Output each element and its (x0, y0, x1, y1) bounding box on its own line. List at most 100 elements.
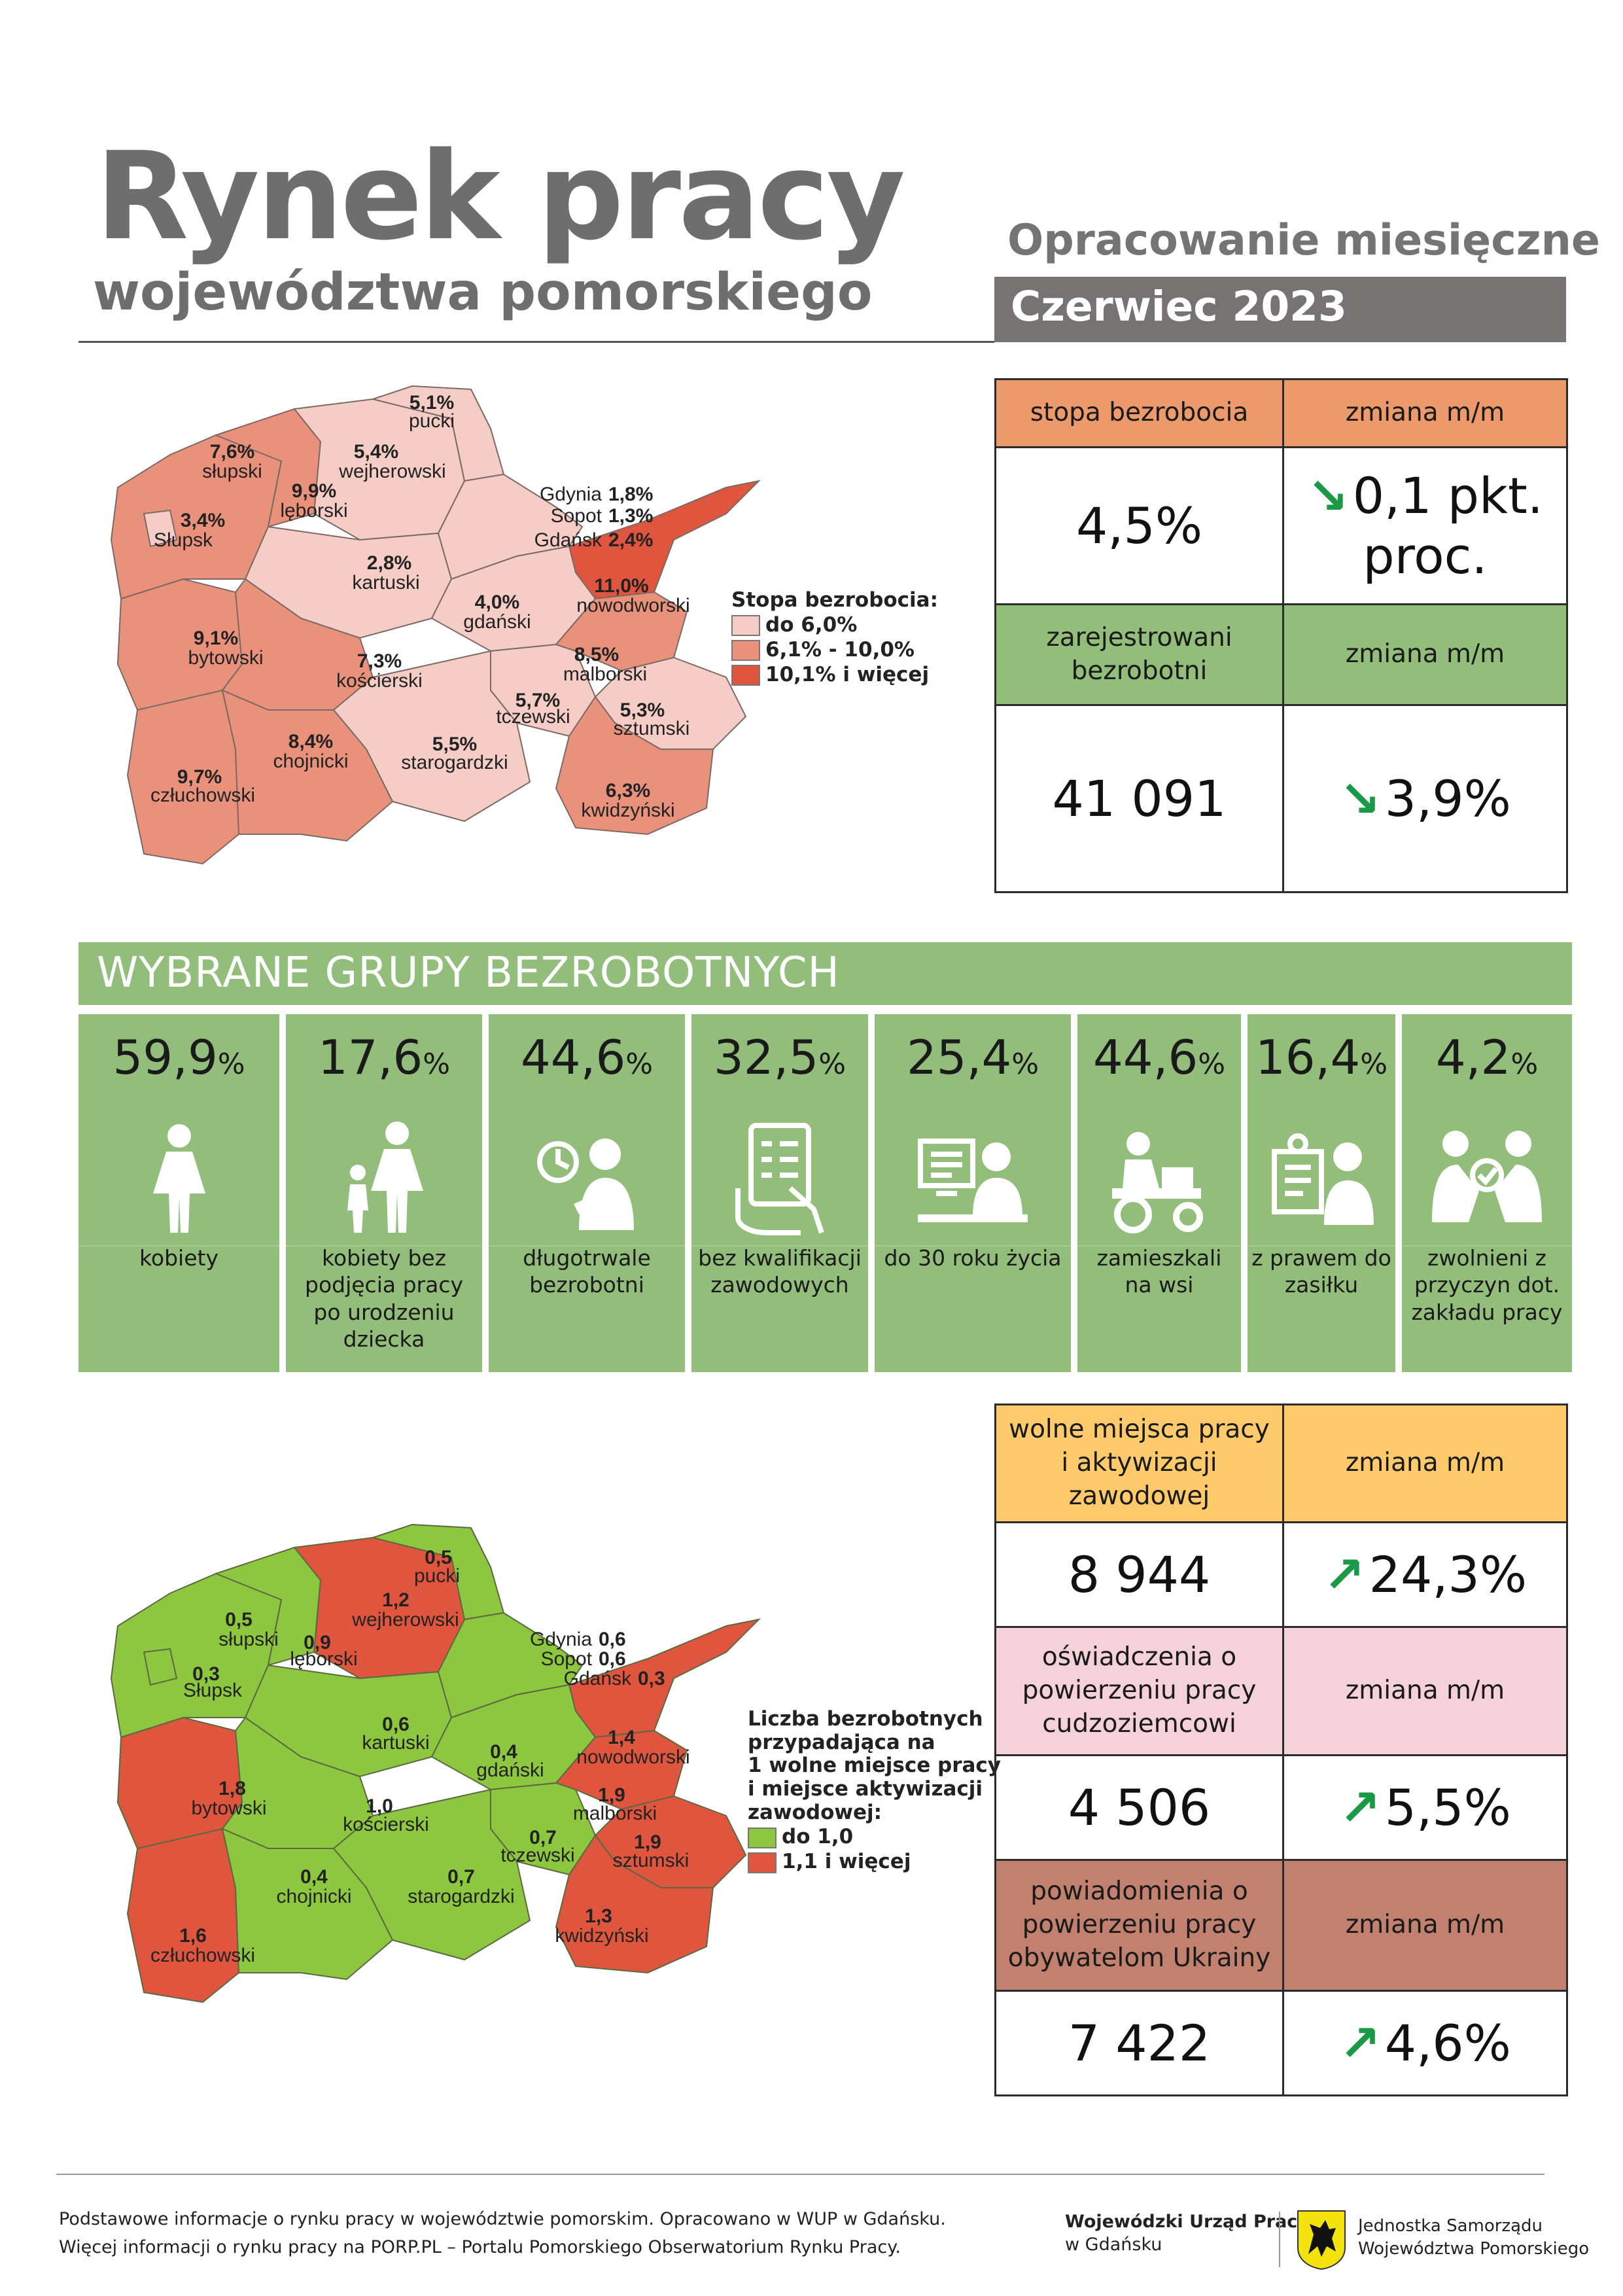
groups-title: WYBRANE GRUPY BEZROBOTNYCH (97, 949, 840, 997)
ukraine-change-header: zmiana m/m (1282, 1859, 1568, 1992)
arrow-up-icon: ↗ (1339, 1778, 1381, 1837)
group-divider (1402, 1245, 1572, 1246)
map2-label-leborski: lęborski (290, 1648, 357, 1670)
group-percent-value: 16,4 (1255, 1030, 1361, 1085)
map1-label-kwidzynski: kwidzyński (581, 800, 674, 821)
group-card-dismissed: 4,2% zwolnieni z przyczyn dot. zakładu p… (1402, 1014, 1572, 1372)
legend-swatch-dark (731, 665, 760, 686)
group-percent: 16,4% (1248, 1034, 1395, 1081)
map1-value-gdynia: 1,8% (608, 484, 653, 505)
legend-swatch-medium (731, 640, 760, 662)
group-percent-unit: % (423, 1048, 451, 1081)
map1-value-starogardzki: 5,5% (432, 733, 477, 755)
period-bar (994, 277, 1566, 342)
declarations-value: 4 506 (994, 1754, 1284, 1861)
legend-label: 10,1% i więcej (765, 662, 930, 686)
group-percent: 4,2% (1402, 1034, 1572, 1081)
map1-label-pucki: pucki (409, 410, 455, 432)
rate-change-header: zmiana m/m (1282, 378, 1568, 448)
pomorskie-griffin-icon[interactable] (1295, 2208, 1348, 2270)
map2-label-gdanski: gdański (476, 1759, 544, 1781)
footer-divider (56, 2174, 1544, 2175)
group-card-benefit: 16,4% z prawem do zasiłku (1248, 1014, 1395, 1372)
group-card-long-term: 44,6% długotrwale bezrobotni (489, 1014, 685, 1372)
map2-label-wejherowski: wejherowski (351, 1609, 459, 1631)
registered-change-value: 3,9% (1384, 769, 1511, 828)
group-percent-unit: % (1198, 1048, 1226, 1081)
group-percent: 17,6% (286, 1034, 482, 1081)
region-czluchowski (126, 1828, 240, 2004)
map2-value-sopot: 0,6 (599, 1648, 626, 1670)
map1-value-sztumski: 5,3% (620, 699, 665, 721)
map2-value-kartuski: 0,6 (382, 1714, 410, 1735)
wup-logo-city: w Gdańsku (1065, 2234, 1162, 2255)
tablet-checklist-icon (691, 1112, 868, 1243)
legend-swatch-light (731, 615, 760, 637)
region-slupsk (143, 509, 178, 548)
map2-value-gdansk: 0,3 (638, 1668, 665, 1689)
map1-value-tczewski: 5,7% (515, 690, 560, 711)
groups-header-bar (79, 942, 1572, 1005)
ukraine-change-value: 4,6% (1384, 2014, 1511, 2072)
group-percent-value: 44,6 (520, 1030, 626, 1085)
ukraine-value: 7 422 (994, 1990, 1284, 2096)
legend-item: do 1,0 (748, 1824, 1001, 1849)
map2-label-malborski: malborski (573, 1803, 657, 1824)
map1-value-leborski: 9,9% (292, 480, 336, 502)
region-pucki (370, 1523, 505, 1621)
map1-value-sopot: 1,3% (608, 505, 653, 527)
group-label: z prawem do zasiłku (1251, 1245, 1391, 1298)
declarations-header: oświadczenia o powierzeniu pracy cudzozi… (994, 1626, 1284, 1756)
map1-label-gdansk: Gdańsk (534, 529, 602, 551)
ukraine-change-cell: ↗4,6% (1282, 1990, 1568, 2096)
map2-value-starogardzki: 0,7 (447, 1866, 475, 1888)
footer-text: Podstawowe informacje o rynku pracy w wo… (59, 2205, 946, 2261)
map1-value-koscierski: 7,3% (357, 650, 402, 672)
legend-title-line: zawodowej: (748, 1800, 882, 1824)
map1-label-bytowski: bytowski (188, 647, 263, 669)
map2-label-koscierski: kościerski (343, 1814, 429, 1835)
map2-value-koscierski: 1,0 (366, 1795, 393, 1817)
map1-label-gdanski: gdański (463, 611, 531, 633)
clock-person-icon (489, 1112, 685, 1243)
registered-change-cell: ↘3,9% (1282, 704, 1568, 893)
map2-value-czluchowski: 1,6 (179, 1925, 207, 1947)
header-divider (79, 341, 994, 343)
unemployment-stats-table: stopa bezrobocia zmiana m/m 4,5% ↘0,1 pk… (994, 378, 1568, 893)
ukraine-header: powiadomienia o powierzeniu pracy obywat… (994, 1859, 1284, 1992)
group-percent-unit: % (818, 1048, 846, 1081)
map1-label-sztumski: sztumski (614, 718, 690, 739)
group-percent-unit: % (1510, 1048, 1539, 1081)
arrow-up-icon: ↗ (1323, 1545, 1365, 1604)
map2-label-kwidzynski: kwidzyński (555, 1925, 648, 1947)
map1-value-slupsk: 3,4% (181, 510, 225, 531)
map2-value-malborski: 1,9 (598, 1784, 625, 1806)
wup-logo[interactable]: Wojewódzki Urząd Pracy w Gdańsku (1065, 2210, 1309, 2256)
map2-value-chojnicki: 0,4 (300, 1866, 328, 1888)
legend-swatch-red (748, 1852, 777, 1873)
map1-label-nowodworski: nowodworski (576, 595, 689, 616)
page-title: Rynek pracy (96, 126, 905, 267)
group-percent-value: 59,9 (113, 1030, 218, 1085)
footer-line: Podstawowe informacje o rynku pracy w wo… (59, 2209, 946, 2229)
unemployment-map-legend: Stopa bezrobocia: do 6,0% 6,1% - 10,0% 1… (731, 588, 938, 687)
rate-header: stopa bezrobocia (994, 378, 1284, 448)
group-percent: 59,9% (79, 1034, 279, 1081)
legend-title-line: i miejsce aktywizacji (748, 1776, 983, 1801)
registered-change-header: zmiana m/m (1282, 603, 1568, 706)
samorzad-logo[interactable]: Jednostka Samorządu Województwa Pomorski… (1358, 2215, 1589, 2261)
map2-value-slupski: 0,5 (225, 1609, 253, 1631)
map2-value-gdynia: 0,6 (599, 1629, 626, 1650)
map1-label-tczewski: tczewski (496, 706, 570, 728)
report-period: Czerwiec 2023 (1011, 283, 1347, 330)
logo-divider (1279, 2212, 1280, 2267)
map2-value-tczewski: 0,7 (529, 1827, 557, 1848)
group-label: zamieszkali na wsi (1096, 1245, 1222, 1298)
group-label: kobiety (139, 1245, 218, 1271)
group-percent-unit: % (1360, 1048, 1388, 1081)
map2-label-czluchowski: człuchowski (150, 1945, 255, 1966)
map1-value-bytowski: 9,1% (194, 627, 238, 649)
declarations-change-cell: ↗5,5% (1282, 1754, 1568, 1861)
region-chojnicki (221, 689, 394, 842)
map1-value-kwidzynski: 6,3% (606, 780, 650, 802)
